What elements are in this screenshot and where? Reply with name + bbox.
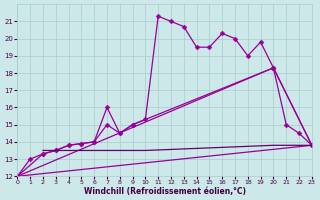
X-axis label: Windchill (Refroidissement éolien,°C): Windchill (Refroidissement éolien,°C)	[84, 187, 245, 196]
